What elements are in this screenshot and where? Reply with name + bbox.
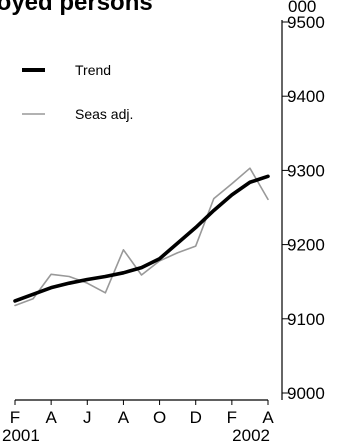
y-axis-ticks: 9000 9100 9200 9300 9400 9500	[282, 13, 325, 403]
x-year-label-1: 2002	[232, 426, 270, 444]
y-unit-label: 000	[288, 0, 316, 16]
legend-trend-label: Trend	[75, 62, 111, 78]
x-tick-label-2: J	[83, 408, 92, 427]
y-tick-label-9500: 9500	[287, 13, 325, 32]
x-tick-label-0: F	[10, 408, 20, 427]
x-year-label-0: 2001	[2, 426, 40, 444]
x-tick-label-7: A	[262, 408, 274, 427]
series-layer	[13, 167, 270, 307]
y-tick-label-9100: 9100	[287, 310, 325, 329]
y-tick-label-9000: 9000	[287, 384, 325, 403]
x-tick-label-4: O	[153, 408, 166, 427]
x-tick-label-5: D	[190, 408, 202, 427]
chart-title: Employed persons	[0, 0, 153, 16]
x-tick-label-1: A	[45, 408, 57, 427]
y-tick-label-9400: 9400	[287, 87, 325, 106]
x-tick-label-6: F	[227, 408, 237, 427]
seas-adj-series-line	[14, 167, 269, 307]
x-axis-ticks: F A J A O D F A 2001 2002	[2, 400, 274, 444]
trend-series-line	[13, 174, 270, 303]
x-tick-label-3: A	[118, 408, 130, 427]
y-tick-label-9300: 9300	[287, 161, 325, 180]
y-tick-label-9200: 9200	[287, 236, 325, 255]
legend: Trend Seas adj.	[22, 62, 133, 122]
legend-seas-adj-label: Seas adj.	[75, 106, 133, 122]
